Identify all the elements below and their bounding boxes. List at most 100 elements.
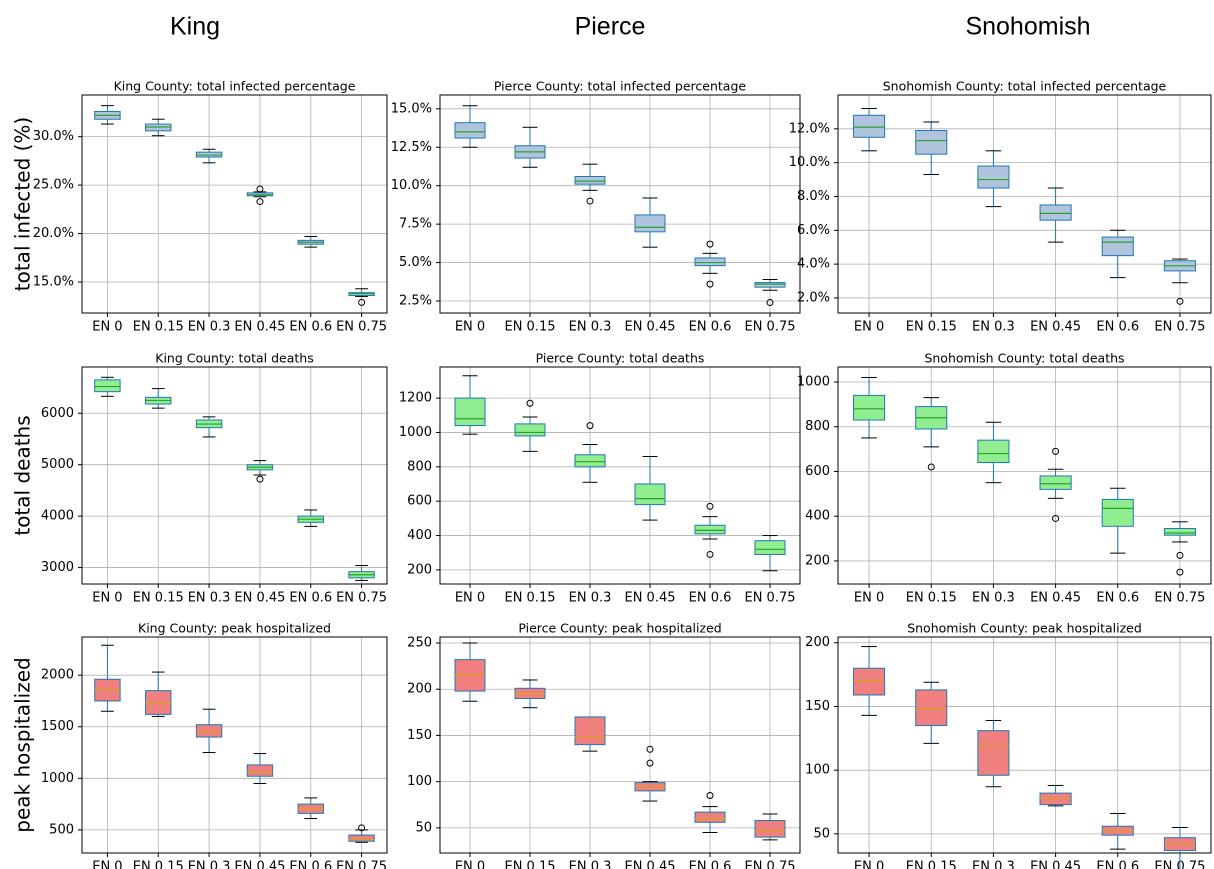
x-tick-label: EN 0.6 <box>289 320 332 335</box>
box <box>754 540 786 555</box>
box <box>915 689 948 727</box>
y-tick-label: 30.0% <box>33 129 74 144</box>
y-tick-label: 150 <box>407 728 432 743</box>
y-tick-label: 1000 <box>797 374 830 389</box>
y-axis-label: total infected (%) <box>11 117 35 291</box>
box <box>634 483 666 506</box>
box <box>634 214 666 233</box>
x-tick-label: EN 0.6 <box>689 860 732 869</box>
x-tick-label: EN 0.15 <box>133 320 184 335</box>
box <box>694 811 726 823</box>
box <box>1101 825 1134 836</box>
y-tick-label: 10.0% <box>391 178 432 193</box>
box <box>1039 204 1072 221</box>
y-tick-label: 150 <box>805 699 830 714</box>
x-tick-label: EN 0.6 <box>689 320 732 335</box>
outlier <box>927 463 935 471</box>
box <box>754 282 786 288</box>
x-tick-label: EN 0.15 <box>504 320 555 335</box>
outlier <box>706 240 714 248</box>
y-tick-label: 1500 <box>41 719 74 734</box>
x-tick-label: EN 0.6 <box>689 591 732 606</box>
y-tick-label: 15.0% <box>391 101 432 116</box>
x-tick-label: EN 0.6 <box>289 591 332 606</box>
y-tick-label: 600 <box>805 464 830 479</box>
x-tick-label: EN 0.6 <box>1096 320 1139 335</box>
chart-title: Pierce County: total infected percentage <box>494 79 747 94</box>
x-tick-label: EN 0 <box>92 591 122 606</box>
y-tick-label: 8.0% <box>797 189 830 204</box>
box <box>348 834 375 842</box>
box <box>1101 236 1134 257</box>
box <box>246 764 274 777</box>
x-tick-label: EN 0.3 <box>188 591 231 606</box>
y-tick-label: 12.0% <box>789 121 830 136</box>
outlier <box>1052 447 1060 455</box>
y-tick-label: 6000 <box>41 406 74 421</box>
plot-frame <box>837 366 1212 585</box>
x-tick-label: EN 0.3 <box>569 860 612 869</box>
y-tick-label: 20.0% <box>33 226 74 241</box>
y-tick-label: 1000 <box>41 771 74 786</box>
chart-title: King County: peak hospitalized <box>138 621 331 636</box>
x-tick-label: EN 0.45 <box>234 591 285 606</box>
x-tick-label: EN 0.45 <box>1030 860 1081 869</box>
x-tick-label: EN 0 <box>854 860 884 869</box>
x-tick-label: EN 0.75 <box>336 591 387 606</box>
x-tick-label: EN 0.6 <box>289 860 332 869</box>
x-tick-label: EN 0.75 <box>744 860 795 869</box>
x-tick-label: EN 0.6 <box>1096 591 1139 606</box>
outlier <box>646 759 654 767</box>
x-tick-label: EN 0.3 <box>972 320 1015 335</box>
x-tick-label: EN 0.45 <box>1030 320 1081 335</box>
x-tick-label: EN 0 <box>92 860 122 869</box>
outlier <box>256 198 264 206</box>
y-axis-label: peak hospitalized <box>11 657 35 833</box>
y-tick-label: 100 <box>805 763 830 778</box>
y-tick-label: 1200 <box>399 391 432 406</box>
box <box>454 397 486 427</box>
y-tick-label: 2000 <box>41 668 74 683</box>
outlier <box>358 298 366 306</box>
x-tick-label: EN 0.15 <box>504 591 555 606</box>
box <box>1163 528 1196 536</box>
x-tick-label: EN 0.3 <box>972 860 1015 869</box>
x-tick-label: EN 0.45 <box>1030 591 1081 606</box>
x-tick-label: EN 0.15 <box>906 320 957 335</box>
x-tick-label: EN 0.3 <box>972 591 1015 606</box>
outlier <box>586 197 594 205</box>
y-tick-label: 50 <box>415 820 432 835</box>
x-tick-label: EN 0 <box>455 320 485 335</box>
y-tick-label: 800 <box>805 419 830 434</box>
plot-frame <box>81 636 388 854</box>
y-tick-label: 200 <box>805 553 830 568</box>
y-tick-label: 3000 <box>41 560 74 575</box>
chart-title: King County: total deaths <box>155 351 313 366</box>
y-tick-label: 250 <box>407 636 432 651</box>
x-tick-label: EN 0 <box>455 591 485 606</box>
y-tick-label: 25.0% <box>33 178 74 193</box>
x-tick-label: EN 0.75 <box>1154 591 1205 606</box>
plot-frame <box>439 636 801 854</box>
y-tick-label: 100 <box>407 774 432 789</box>
y-tick-label: 600 <box>407 494 432 509</box>
box <box>977 730 1010 776</box>
y-tick-label: 4.0% <box>797 257 830 272</box>
x-tick-label: EN 0.15 <box>133 860 184 869</box>
box <box>1039 475 1072 490</box>
chart-title: King County: total infected percentage <box>114 79 356 94</box>
y-tick-label: 1000 <box>399 425 432 440</box>
x-tick-label: EN 0.3 <box>569 591 612 606</box>
y-tick-label: 7.5% <box>399 217 432 232</box>
plot-frame <box>81 366 388 585</box>
x-tick-label: EN 0.45 <box>234 860 285 869</box>
box <box>514 423 546 437</box>
y-tick-label: 800 <box>407 459 432 474</box>
chart-title: Snohomish County: peak hospitalized <box>907 621 1142 636</box>
box <box>694 257 726 267</box>
x-tick-label: EN 0.15 <box>906 860 957 869</box>
y-tick-label: 200 <box>407 682 432 697</box>
x-tick-label: EN 0.45 <box>234 320 285 335</box>
x-tick-label: EN 0.3 <box>569 320 612 335</box>
